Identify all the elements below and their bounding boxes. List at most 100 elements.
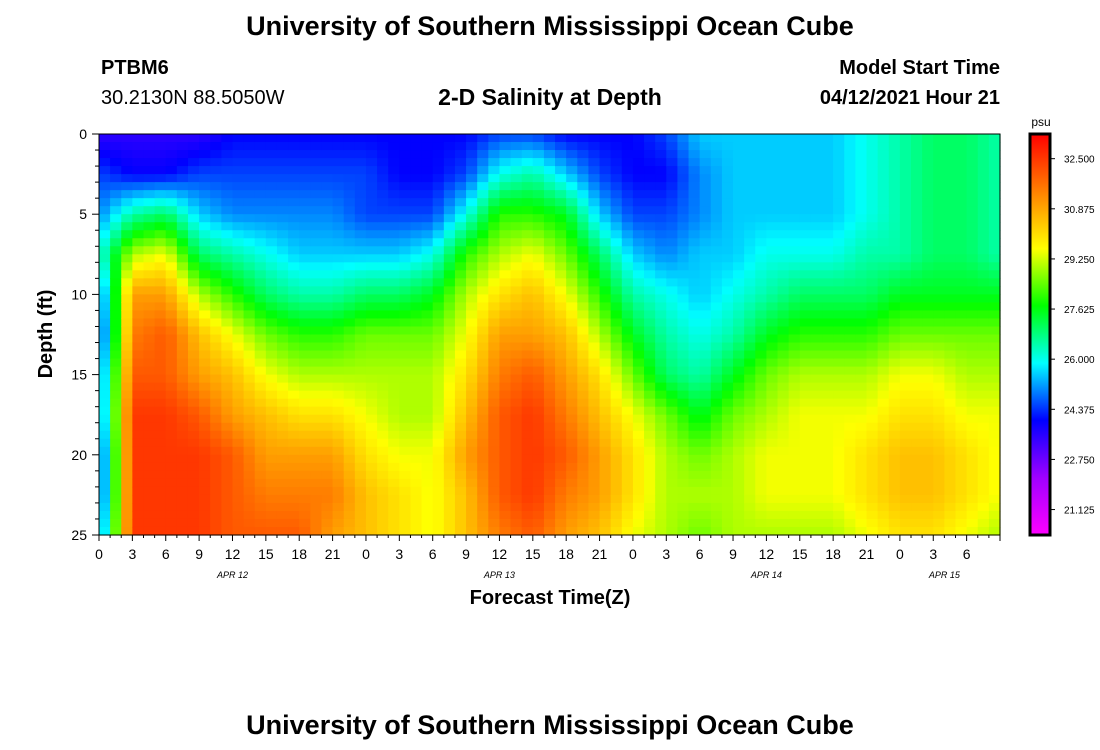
heatmap-cell <box>566 366 578 376</box>
heatmap-cell <box>877 382 890 392</box>
heatmap-cell <box>844 358 856 368</box>
heatmap-cell <box>944 510 957 520</box>
heatmap-cell <box>755 198 767 207</box>
heatmap-cell <box>844 278 856 287</box>
heatmap-cell <box>955 430 968 440</box>
heatmap-cell <box>610 454 623 464</box>
heatmap-cell <box>243 374 256 384</box>
heatmap-cell <box>321 222 334 231</box>
heatmap-cell <box>610 358 623 368</box>
heatmap-cell <box>810 166 823 175</box>
heatmap-cell <box>588 478 601 488</box>
heatmap-cell <box>944 390 957 400</box>
heatmap-cell <box>521 326 534 336</box>
heatmap-cell <box>121 486 133 496</box>
heatmap-cell <box>799 302 812 312</box>
heatmap-cell <box>755 286 767 295</box>
heatmap-cell <box>99 366 111 376</box>
heatmap-cell <box>221 286 234 295</box>
heatmap-cell <box>187 166 200 175</box>
heatmap-cell <box>899 270 912 279</box>
heatmap-cell <box>688 470 701 480</box>
heatmap-cell <box>454 206 467 215</box>
heatmap-cell <box>666 182 679 191</box>
heatmap-cell <box>721 390 734 400</box>
heatmap-cell <box>143 414 156 424</box>
heatmap-cell <box>221 430 234 440</box>
heatmap-cell <box>510 342 523 352</box>
heatmap-cell <box>777 390 790 400</box>
heatmap-cell <box>855 310 868 320</box>
heatmap-cell <box>888 230 901 239</box>
heatmap-cell <box>977 414 990 424</box>
heatmap-cell <box>332 494 345 504</box>
heatmap-cell <box>766 478 779 488</box>
heatmap-cell <box>866 342 879 352</box>
heatmap-cell <box>165 310 178 320</box>
heatmap-cell <box>733 422 745 432</box>
heatmap-cell <box>988 478 1001 488</box>
heatmap-cell <box>644 254 656 263</box>
heatmap-cell <box>132 366 145 376</box>
heatmap-cell <box>721 158 734 167</box>
heatmap-cell <box>877 150 890 159</box>
heatmap-cell <box>121 390 133 400</box>
heatmap-cell <box>666 246 679 255</box>
heatmap-cell <box>365 518 378 528</box>
heatmap-cell <box>632 342 645 352</box>
heatmap-cell <box>99 230 111 239</box>
heatmap-cell <box>799 286 812 295</box>
heatmap-cell <box>199 414 211 424</box>
heatmap-cell <box>499 230 512 239</box>
heatmap-cell <box>822 142 834 151</box>
heatmap-cell <box>187 182 200 191</box>
heatmap-cell <box>110 366 122 376</box>
heatmap-cell <box>555 430 567 440</box>
heatmap-cell <box>410 390 423 400</box>
heatmap-cell <box>822 470 834 480</box>
heatmap-cell <box>844 302 856 312</box>
heatmap-cell <box>577 166 590 175</box>
heatmap-cell <box>833 230 845 239</box>
heatmap-cell <box>243 510 256 520</box>
heatmap-cell <box>644 454 656 464</box>
heatmap-cell <box>187 406 200 416</box>
heatmap-cell <box>121 246 133 255</box>
heatmap-cell <box>566 454 578 464</box>
heatmap-cell <box>454 470 467 480</box>
heatmap-cell <box>899 382 912 392</box>
heatmap-cell <box>666 270 679 279</box>
heatmap-cell <box>443 318 456 328</box>
heatmap-cell <box>310 230 323 239</box>
heatmap-cell <box>199 494 211 504</box>
heatmap-cell <box>454 382 467 392</box>
heatmap-cell <box>199 406 211 416</box>
heatmap-cell <box>99 406 111 416</box>
heatmap-cell <box>922 494 934 504</box>
x-tick-label: 15 <box>258 546 274 562</box>
heatmap-cell <box>187 326 200 336</box>
heatmap-cell <box>888 158 901 167</box>
heatmap-cell <box>955 398 968 408</box>
heatmap-cell <box>621 454 634 464</box>
heatmap-cell <box>966 422 979 432</box>
heatmap-cell <box>99 374 111 384</box>
heatmap-cell <box>377 150 389 159</box>
heatmap-cell <box>699 406 712 416</box>
heatmap-cell <box>844 478 856 488</box>
heatmap-cell <box>454 342 467 352</box>
heatmap-cell <box>265 134 278 143</box>
heatmap-cell <box>377 414 389 424</box>
heatmap-cell <box>521 390 534 400</box>
y-tick-label: 0 <box>79 126 87 142</box>
heatmap-cell <box>866 446 879 456</box>
heatmap-cell <box>99 222 111 231</box>
heatmap-cell <box>710 278 723 287</box>
heatmap-cell <box>866 206 879 215</box>
heatmap-cell <box>644 158 656 167</box>
heatmap-cell <box>176 478 189 488</box>
heatmap-cell <box>510 502 523 512</box>
heatmap-cell <box>911 206 923 215</box>
heatmap-cell <box>410 494 423 504</box>
heatmap-cell <box>176 254 189 263</box>
